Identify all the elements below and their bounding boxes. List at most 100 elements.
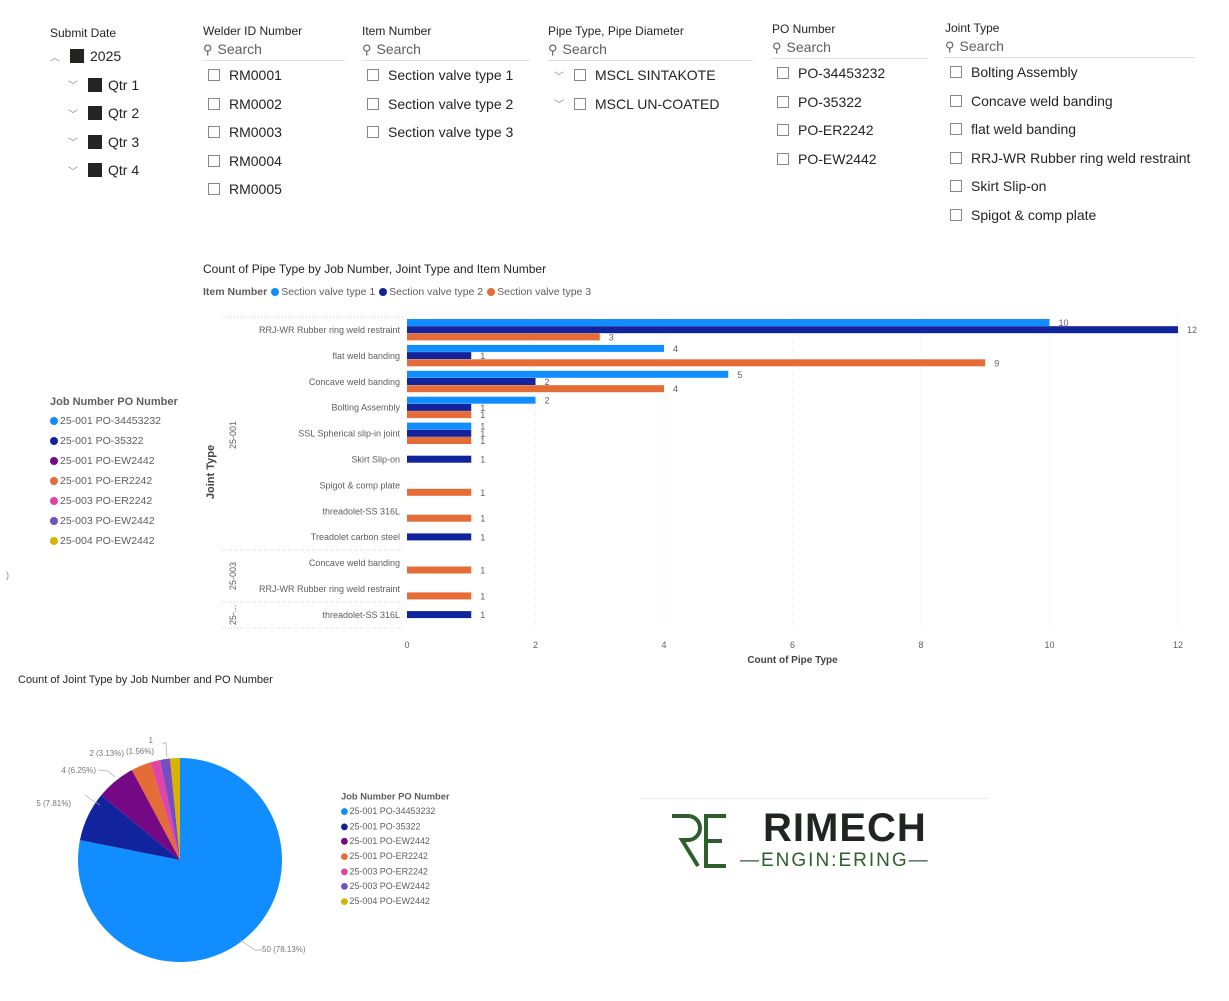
legend-item[interactable]: 25-001 PO-ER2242 <box>50 471 178 491</box>
bar[interactable] <box>407 533 472 541</box>
chevron-down-icon[interactable]: ﹀ <box>68 81 78 93</box>
bar[interactable] <box>407 411 472 419</box>
bar[interactable] <box>407 385 664 393</box>
legend-item[interactable]: 25-001 PO-EW2442 <box>50 451 178 471</box>
legend-item[interactable]: 25-004 PO-EW2442 <box>341 894 450 909</box>
legend-item[interactable]: 25-003 PO-ER2242 <box>50 491 178 511</box>
bar[interactable] <box>407 344 664 352</box>
checkbox[interactable] <box>367 126 379 139</box>
checkbox[interactable] <box>950 66 962 79</box>
bar[interactable] <box>407 378 536 385</box>
search-input[interactable]: ⚲ Search <box>203 41 345 61</box>
checkbox[interactable] <box>208 183 220 196</box>
bar[interactable] <box>407 422 472 430</box>
slicer-option[interactable]: Bolting Assembly <box>950 58 1195 87</box>
bar[interactable] <box>407 359 986 367</box>
chevron-down-icon[interactable]: ﹀ <box>68 166 78 178</box>
chevron-up-icon[interactable]: ︿ <box>50 52 60 64</box>
slicer-option[interactable]: RM0001 <box>208 61 345 90</box>
checkbox[interactable] <box>950 208 962 221</box>
chevron-down-icon[interactable]: ﹀ <box>68 138 78 150</box>
checkbox-filled[interactable] <box>88 134 102 149</box>
legend-item[interactable]: Section valve type 3 <box>487 286 591 298</box>
bar[interactable] <box>407 566 472 574</box>
slicer-option[interactable]: RM0005 <box>208 175 345 204</box>
checkbox[interactable] <box>950 180 962 193</box>
slicer-option[interactable]: Spigot & comp plate <box>950 201 1195 230</box>
checkbox[interactable] <box>367 69 379 82</box>
quarter-item[interactable]: ﹀ Qtr 2 <box>68 99 139 128</box>
checkbox-filled[interactable] <box>88 163 102 178</box>
legend-item[interactable]: 25-003 PO-EW2442 <box>50 511 178 531</box>
pie-slice[interactable] <box>101 770 180 860</box>
slicer-option[interactable]: RM0002 <box>208 90 345 119</box>
slicer-option[interactable]: PO-34453232 <box>777 59 927 88</box>
slicer-option[interactable]: RM0003 <box>208 118 345 147</box>
bar[interactable] <box>407 370 729 378</box>
bar[interactable] <box>407 352 472 360</box>
year-2025[interactable]: ︿ 2025 <box>50 42 139 71</box>
legend-item[interactable]: 25-003 PO-EW2442 <box>341 879 450 894</box>
slicer-option[interactable]: PO-EW2442 <box>777 145 927 174</box>
search-input[interactable]: ⚲ Search <box>362 41 530 61</box>
bar[interactable] <box>407 437 472 444</box>
pie-slice[interactable] <box>170 758 180 860</box>
slicer-option[interactable]: ﹀ MSCL UN-COATED <box>554 90 753 119</box>
pie-slice[interactable] <box>150 759 180 860</box>
bar[interactable] <box>407 611 472 619</box>
checkbox[interactable] <box>777 152 789 165</box>
bar[interactable] <box>407 403 472 411</box>
legend-item[interactable]: 25-001 PO-34453232 <box>341 804 450 819</box>
slicer-option[interactable]: Section valve type 2 <box>367 90 530 119</box>
legend-item[interactable]: Section valve type 2 <box>379 286 483 298</box>
legend-item[interactable]: Section valve type 1 <box>271 286 375 298</box>
bar[interactable] <box>407 333 600 341</box>
quarter-item[interactable]: ﹀ Qtr 4 <box>68 156 139 185</box>
search-input[interactable]: ⚲ Search <box>772 39 927 59</box>
legend-item[interactable]: 25-001 PO-EW2442 <box>341 834 450 849</box>
slicer-option[interactable]: Skirt Slip-on <box>950 172 1195 201</box>
checkbox[interactable] <box>777 95 789 108</box>
slicer-option[interactable]: PO-ER2242 <box>777 116 927 145</box>
slicer-option[interactable]: Concave weld banding <box>950 87 1195 116</box>
legend-item[interactable]: 25-001 PO-ER2242 <box>341 849 450 864</box>
slicer-option[interactable]: Section valve type 1 <box>367 61 530 90</box>
checkbox[interactable] <box>777 67 789 80</box>
checkbox-filled[interactable] <box>88 77 102 92</box>
legend-item[interactable]: 25-001 PO-35322 <box>341 819 450 834</box>
bar[interactable] <box>407 488 472 496</box>
search-input[interactable]: ⚲ Search <box>548 41 753 61</box>
slicer-option[interactable]: RRJ-WR Rubber ring weld restraint <box>950 144 1195 173</box>
quarter-item[interactable]: ﹀ Qtr 3 <box>68 128 139 157</box>
slicer-option[interactable]: ﹀ MSCL SINTAKOTE <box>554 61 753 90</box>
quarter-item[interactable]: ﹀ Qtr 1 <box>68 71 139 100</box>
legend-item[interactable]: 25-003 PO-ER2242 <box>341 864 450 879</box>
checkbox-filled[interactable] <box>88 106 102 121</box>
pie-slice[interactable] <box>160 758 180 860</box>
slicer-option[interactable]: Section valve type 3 <box>367 118 530 147</box>
bar[interactable] <box>407 326 1178 334</box>
search-input[interactable]: ⚲ Search <box>945 38 1195 58</box>
slicer-option[interactable]: flat weld banding <box>950 115 1195 144</box>
checkbox[interactable] <box>950 151 962 164</box>
checkbox[interactable] <box>208 69 220 82</box>
bar[interactable] <box>407 592 472 600</box>
checkbox[interactable] <box>950 123 962 136</box>
checkbox[interactable] <box>574 69 586 82</box>
checkbox[interactable] <box>777 124 789 137</box>
pie-slice[interactable] <box>79 795 180 860</box>
chevron-down-icon[interactable]: ﹀ <box>554 71 564 83</box>
legend-item[interactable]: 25-001 PO-34453232 <box>50 411 178 431</box>
slicer-option[interactable]: RM0004 <box>208 147 345 176</box>
checkbox[interactable] <box>367 97 379 110</box>
bar[interactable] <box>407 429 472 437</box>
pie-slice[interactable] <box>131 762 180 860</box>
bar[interactable] <box>407 455 472 463</box>
chevron-down-icon[interactable]: ﹀ <box>554 100 564 112</box>
legend-item[interactable]: 25-004 PO-EW2442 <box>50 531 178 551</box>
bar[interactable] <box>407 514 472 522</box>
checkbox-filled[interactable] <box>70 49 84 64</box>
checkbox[interactable] <box>208 126 220 139</box>
checkbox[interactable] <box>574 97 586 110</box>
bar[interactable] <box>407 319 1050 326</box>
